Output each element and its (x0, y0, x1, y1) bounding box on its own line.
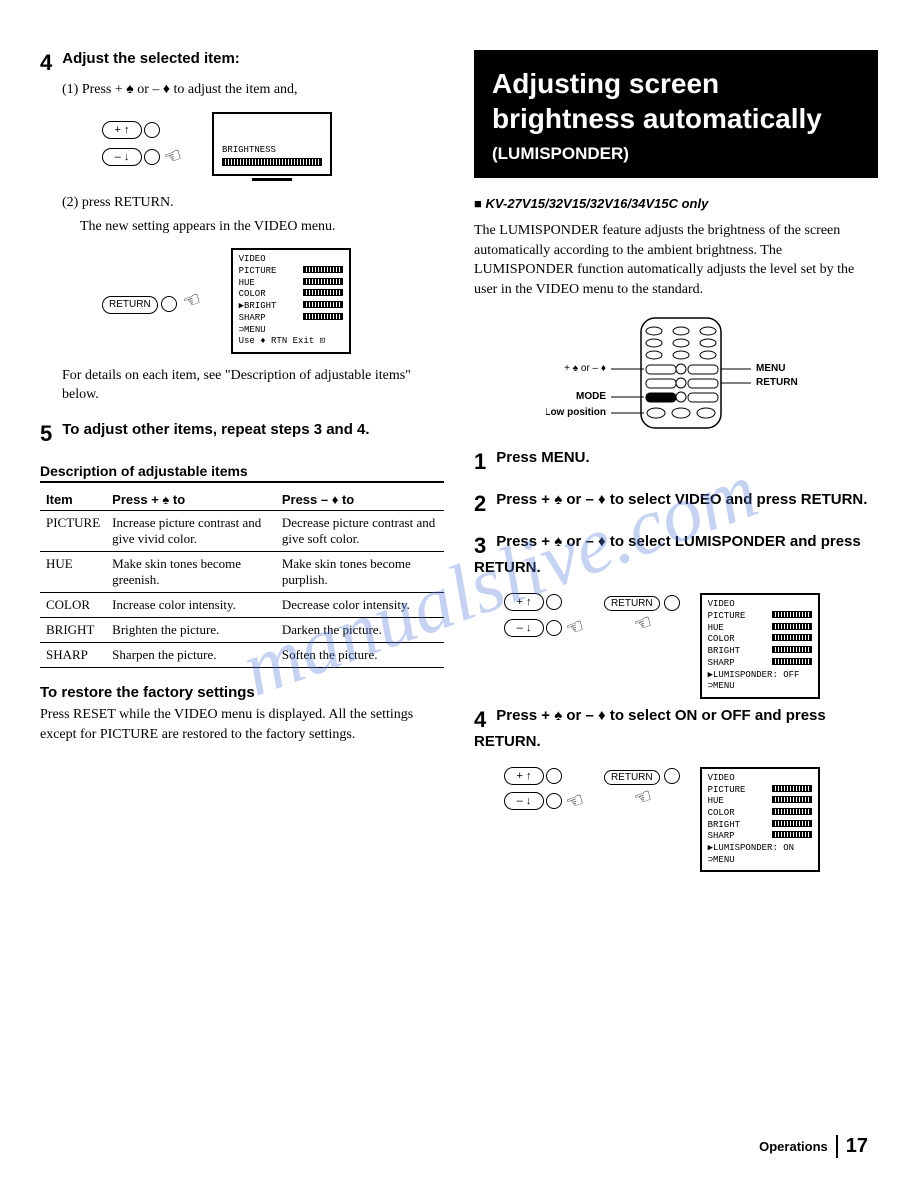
right-column: Adjusting screen brightness automaticall… (474, 50, 878, 880)
button-stack: + ↑ – ↓ ☜ (102, 121, 182, 171)
step-title: Adjust the selected item: (62, 50, 240, 67)
main-heading: Adjusting screen brightness automaticall… (492, 66, 860, 136)
circle-button (664, 595, 680, 611)
button-stack: + ↑ – ↓ ☜ (504, 593, 584, 640)
menu-title: VIDEO (708, 599, 812, 611)
restore-title: To restore the factory settings (40, 684, 444, 701)
illus-step4: + ↑ – ↓ ☜ RETURN ☜ VIDEO PICTURE HUE COL… (504, 767, 878, 873)
illustration-return-menu: RETURN ☜ VIDEO PICTURE HUE COLOR ▶BRIGHT… (102, 248, 444, 354)
hand-icon: ☜ (630, 609, 655, 639)
return-illus: RETURN ☜ (604, 593, 680, 636)
circle-button (546, 620, 562, 636)
return-pill: RETURN (604, 596, 660, 611)
svg-text:MENU: MENU (756, 363, 785, 374)
col-plus: Press + ♠ to (106, 489, 276, 511)
illustration-buttons-tv: + ↑ – ↓ ☜ BRIGHTNESS (102, 112, 444, 182)
step-title: Press + ♠ or – ♦ to select VIDEO and pre… (496, 491, 867, 508)
step-title: To adjust other items, repeat steps 3 an… (62, 421, 369, 438)
step-title: Press MENU. (496, 449, 589, 466)
circle-button (161, 296, 177, 312)
minus-button: – ↓ (102, 148, 142, 166)
step-number: 4 (40, 50, 52, 76)
step-number: 5 (40, 421, 52, 447)
step-number: 3 (474, 533, 486, 559)
step-number: 4 (474, 707, 486, 733)
left-column: 4 Adjust the selected item: (1) Press + … (40, 50, 444, 880)
circle-button (664, 768, 680, 784)
menu-footer: Use ♦ RTN Exit ⊡ (239, 336, 343, 348)
hand-icon: ☜ (630, 783, 655, 813)
tv-brightness-box: BRIGHTNESS (212, 112, 332, 182)
hand-icon: ☜ (178, 285, 204, 317)
hand-icon: ☜ (160, 141, 186, 173)
hand-icon: ☜ (562, 787, 587, 817)
title-box: Adjusting screen brightness automaticall… (474, 50, 878, 178)
circle-button (144, 149, 160, 165)
remote-diagram: + ♠ or – ♦ MODE Low position MENU RETURN (474, 313, 878, 433)
step-title: Press + ♠ or – ♦ to select ON or OFF and… (474, 707, 826, 750)
illus-step3: + ↑ – ↓ ☜ RETURN ☜ VIDEO PICTURE HUE COL… (504, 593, 878, 699)
plus-button: + ↑ (102, 121, 142, 139)
r-step-3: 3 Press + ♠ or – ♦ to select LUMISPONDER… (474, 533, 878, 577)
step-title: Press + ♠ or – ♦ to select LUMISPONDER a… (474, 533, 861, 576)
intro-paragraph: The LUMISPONDER feature adjusts the brig… (474, 221, 878, 299)
minus-button: – ↓ (504, 619, 544, 637)
circle-button (546, 768, 562, 784)
substep-2b: The new setting appears in the VIDEO men… (80, 217, 444, 237)
hand-icon: ☜ (562, 613, 587, 643)
step-4: 4 Adjust the selected item: (1) Press + … (40, 50, 444, 405)
table-row: BRIGHTBrighten the picture.Darken the pi… (40, 618, 444, 643)
col-item: Item (40, 489, 106, 511)
return-pill: RETURN (102, 296, 158, 314)
adjustable-items-table: Item Press + ♠ to Press – ♦ to PICTUREIn… (40, 489, 444, 668)
substep-2: (2) press RETURN. (62, 193, 444, 213)
r-step-4: 4 Press + ♠ or – ♦ to select ON or OFF a… (474, 707, 878, 751)
step-5: 5 To adjust other items, repeat steps 3 … (40, 421, 444, 447)
svg-text:Low position: Low position (546, 407, 606, 418)
video-menu-box: VIDEO PICTURE HUE COLOR ▶BRIGHT SHARP ⊃M… (231, 248, 351, 354)
r-step-2: 2 Press + ♠ or – ♦ to select VIDEO and p… (474, 491, 878, 517)
circle-button (144, 122, 160, 138)
plus-button: + ↑ (504, 767, 544, 785)
table-row: HUEMake skin tones become greenish.Make … (40, 552, 444, 593)
return-button-illus: RETURN ☜ (102, 287, 201, 315)
footer-section: Operations (759, 1139, 828, 1154)
svg-text:MODE: MODE (576, 391, 606, 402)
circle-button (546, 594, 562, 610)
substep-1: (1) Press + ♠ or – ♦ to adjust the item … (62, 80, 444, 100)
button-stack: + ↑ – ↓ ☜ (504, 767, 584, 814)
step-number: 2 (474, 491, 486, 517)
r-step-1: 1 Press MENU. (474, 449, 878, 475)
tv-label: BRIGHTNESS (222, 144, 322, 157)
minus-button: – ↓ (504, 792, 544, 810)
table-row: COLORIncrease color intensity.Decrease c… (40, 593, 444, 618)
circle-button (546, 793, 562, 809)
brightness-bar (222, 158, 322, 166)
svg-text:RETURN: RETURN (756, 377, 798, 388)
footer-page-number: 17 (836, 1135, 868, 1158)
return-pill: RETURN (604, 770, 660, 785)
video-menu-box: VIDEO PICTURE HUE COLOR BRIGHT SHARP ▶LU… (700, 767, 820, 873)
col-minus: Press – ♦ to (276, 489, 444, 511)
table-row: SHARPSharpen the picture.Soften the pict… (40, 643, 444, 668)
video-menu-box: VIDEO PICTURE HUE COLOR BRIGHT SHARP ▶LU… (700, 593, 820, 699)
menu-title: VIDEO (708, 773, 812, 785)
menu-title: VIDEO (239, 254, 343, 266)
details-note: For details on each item, see "Descripti… (62, 366, 444, 405)
model-note: KV-27V15/32V15/32V16/34V15C only (474, 196, 878, 211)
sub-heading: (LUMISPONDER) (492, 144, 860, 164)
table-row: PICTUREIncrease picture contrast and giv… (40, 511, 444, 552)
plus-button: + ↑ (504, 593, 544, 611)
return-illus: RETURN ☜ (604, 767, 680, 810)
page-columns: 4 Adjust the selected item: (1) Press + … (40, 50, 878, 880)
description-heading: Description of adjustable items (40, 463, 444, 483)
step-number: 1 (474, 449, 486, 475)
svg-text:+ ♠ or – ♦: + ♠ or – ♦ (564, 363, 606, 374)
page-footer: Operations 17 (759, 1135, 868, 1158)
restore-body: Press RESET while the VIDEO menu is disp… (40, 705, 444, 744)
